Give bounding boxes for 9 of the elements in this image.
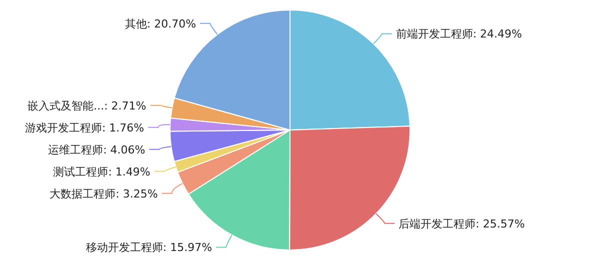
slice-label: 嵌入式及智能...: 2.71% [28,99,146,112]
slice-label: 运维工程师: 4.06% [48,143,146,156]
slice-label: 其他: 20.70% [124,17,196,30]
slice-label: 测试工程师: 1.49% [53,165,150,178]
slice-label: 移动开发工程师: 15.97% [86,241,212,254]
slice-label: 游戏开发工程师: 1.76% [24,121,144,134]
slice-label: 后端开发工程师: 25.57% [398,217,525,230]
slice-label: 前端开发工程师: 24.49% [396,28,522,41]
slice-label: 大数据工程师: 3.25% [50,187,158,200]
